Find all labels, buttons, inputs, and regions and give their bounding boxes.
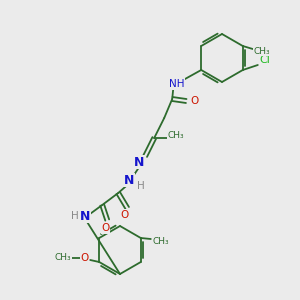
Text: Cl: Cl — [259, 55, 270, 65]
Text: CH₃: CH₃ — [55, 254, 71, 262]
Text: O: O — [101, 223, 109, 233]
Text: NH: NH — [169, 79, 185, 89]
Text: H: H — [71, 211, 79, 221]
Text: N: N — [124, 173, 134, 187]
Text: O: O — [80, 253, 88, 263]
Text: CH₃: CH₃ — [168, 131, 184, 140]
Text: N: N — [80, 209, 90, 223]
Text: H: H — [137, 181, 145, 191]
Text: N: N — [134, 155, 144, 169]
Text: O: O — [120, 210, 128, 220]
Text: O: O — [190, 96, 198, 106]
Text: CH₃: CH₃ — [152, 238, 169, 247]
Text: CH₃: CH₃ — [254, 46, 270, 56]
